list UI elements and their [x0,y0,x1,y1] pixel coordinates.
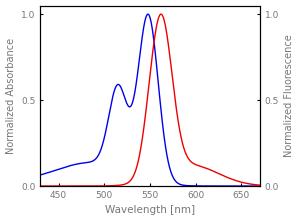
X-axis label: Wavelength [nm]: Wavelength [nm] [105,206,195,215]
Y-axis label: Normalized Absorbance: Normalized Absorbance [6,38,16,154]
Y-axis label: Normalized Fluorescence: Normalized Fluorescence [284,34,294,157]
